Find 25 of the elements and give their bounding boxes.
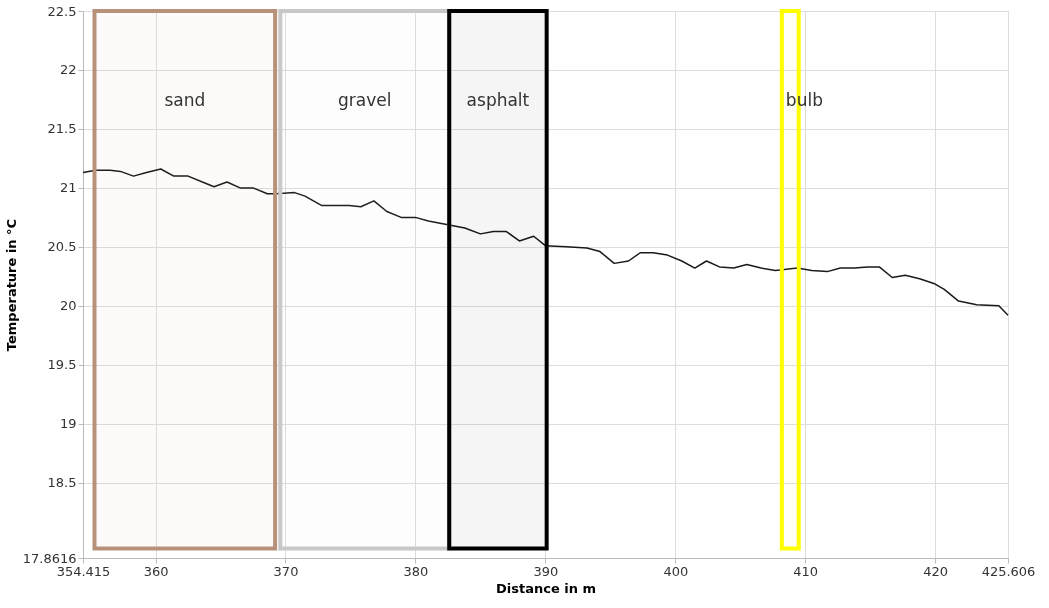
x-axis-title: Distance in m [495, 580, 597, 596]
y-tick-label: 22.5 [47, 3, 77, 19]
band-label: asphalt [466, 90, 530, 110]
y-tick-label: 22 [59, 62, 77, 78]
x-tick-label: 370 [273, 563, 299, 579]
y-tick-label: 19.5 [47, 357, 77, 373]
x-tick-label: 425.606 [981, 563, 1036, 579]
line-series [82, 168, 1009, 317]
y-tick-label: 20 [59, 298, 77, 314]
y-tick-label: 18.5 [47, 475, 77, 491]
x-tick-label: 400 [663, 563, 689, 579]
x-tick-label: 390 [533, 563, 559, 579]
x-tick-label: 354.415 [56, 563, 111, 579]
y-tick-label: 19 [59, 416, 77, 432]
band-label: gravel [338, 90, 392, 110]
band-label: sand [164, 90, 206, 110]
y-tick-label: 21.5 [47, 121, 77, 137]
x-tick-label: 410 [793, 563, 819, 579]
y-tick-label: 17.8616 [22, 550, 77, 566]
y-tick-label: 21 [59, 180, 77, 196]
x-tick-label: 360 [143, 563, 169, 579]
y-tick-label: 20.5 [47, 239, 77, 255]
x-tick-label: 420 [923, 563, 949, 579]
x-tick-label: 380 [403, 563, 429, 579]
y-axis-title: Temperature in °C [3, 218, 19, 352]
